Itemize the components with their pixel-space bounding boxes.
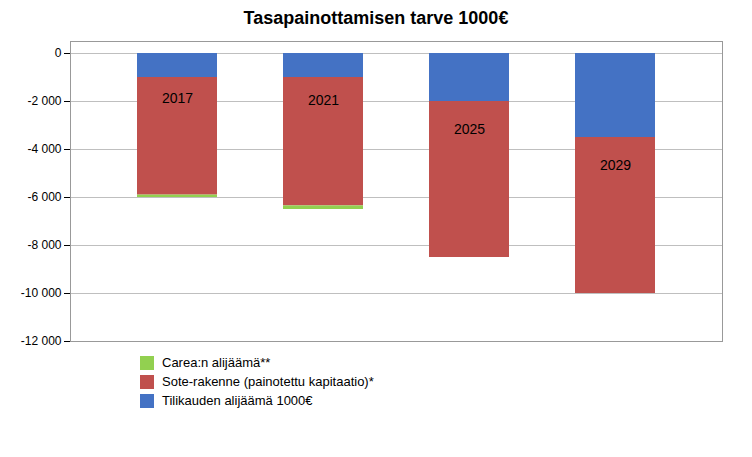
html-text:Tasapainottamisen tarve 1000€: Tasapainottamisen tarve 1000€	[243, 8, 509, 28]
svg-text:-12 000: -12 000	[21, 334, 62, 348]
svg-text:-2 000: -2 000	[27, 94, 61, 108]
svg-text:2025: 2025	[454, 121, 485, 137]
html-text:Tilikauden alijäämä 1000€: Tilikauden alijäämä 1000€	[162, 393, 313, 408]
svg-text:2029: 2029	[600, 157, 631, 173]
svg-text:0: 0	[55, 46, 62, 60]
html-text:Sote-rakenne (painotettu kapit: Sote-rakenne (painotettu kapitaatio)*	[162, 374, 374, 389]
html-text:Carea:n alijäämä**: Carea:n alijäämä**	[162, 355, 271, 370]
svg-text:-10 000: -10 000	[21, 286, 62, 300]
svg-text:-8 000: -8 000	[27, 238, 61, 252]
svg-text:-4 000: -4 000	[27, 142, 61, 156]
svg-text:-6 000: -6 000	[27, 190, 61, 204]
svg-text:2021: 2021	[308, 92, 339, 108]
svg-text:2017: 2017	[162, 90, 193, 106]
